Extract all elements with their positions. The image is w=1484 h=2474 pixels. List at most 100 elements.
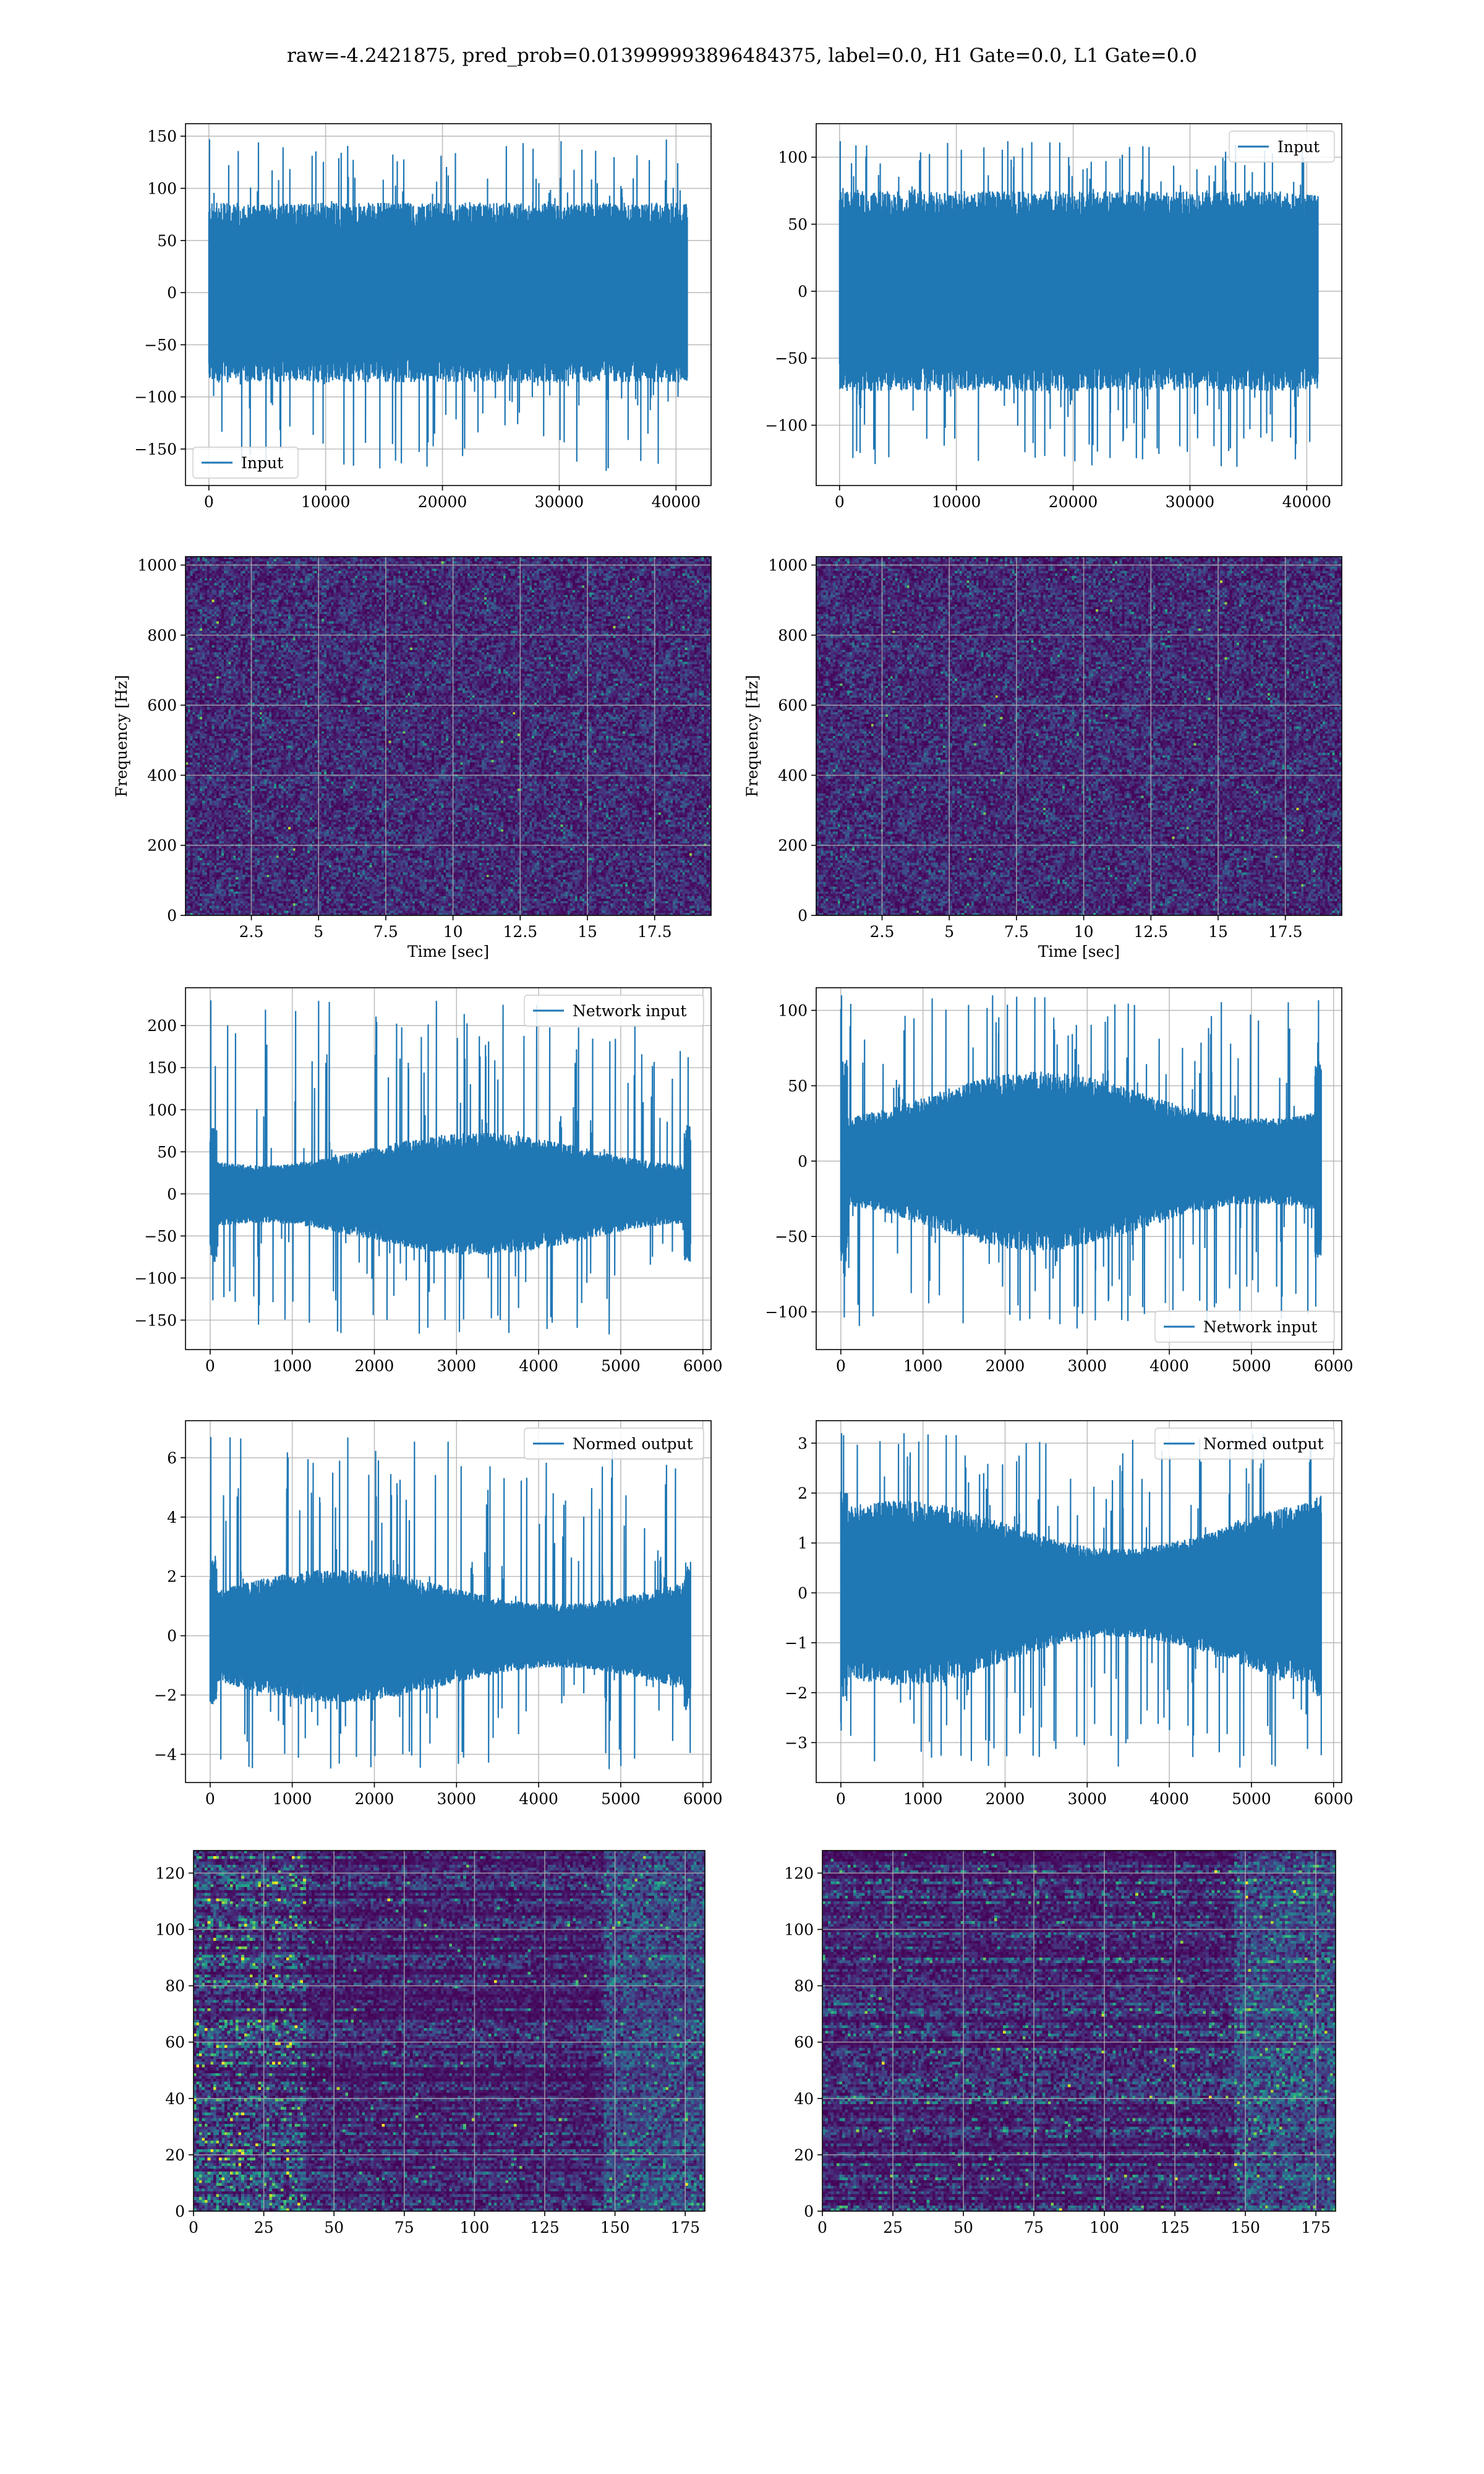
y-tick-label: 1 bbox=[798, 1534, 808, 1552]
y-tick-label: 600 bbox=[147, 696, 177, 714]
x-tick-label: 15 bbox=[1208, 923, 1228, 941]
y-tick-label: −100 bbox=[134, 388, 177, 406]
x-tick-label: 4000 bbox=[1149, 1357, 1189, 1375]
x-tick-label: 10 bbox=[443, 923, 463, 941]
x-tick-label: 100 bbox=[1090, 2219, 1119, 2236]
x-tick-label: 25 bbox=[254, 2219, 274, 2236]
y-tick-label: 0 bbox=[167, 1627, 177, 1645]
x-tick-label: 15 bbox=[578, 923, 597, 941]
series-line bbox=[838, 141, 1319, 467]
x-tick-label: 2000 bbox=[986, 1790, 1025, 1808]
x-tick-label: 3000 bbox=[437, 1357, 476, 1375]
legend-label: Normed output bbox=[573, 1435, 693, 1453]
x-tick-label: 50 bbox=[953, 2219, 973, 2236]
y-tick-label: −100 bbox=[765, 417, 808, 435]
x-tick-label: 0 bbox=[836, 1357, 846, 1375]
y-tick-label: 40 bbox=[794, 2090, 814, 2108]
y-tick-label: −100 bbox=[134, 1269, 177, 1287]
y-tick-label: 50 bbox=[788, 1077, 808, 1095]
x-tick-label: 175 bbox=[670, 2219, 700, 2236]
y-axis-label: Frequency [Hz] bbox=[113, 675, 130, 797]
legend-box bbox=[524, 1427, 704, 1460]
y-tick-label: −50 bbox=[775, 1228, 808, 1246]
legend: Input bbox=[192, 447, 299, 479]
y-tick-label: 80 bbox=[794, 1977, 814, 1995]
y-tick-label: 1000 bbox=[137, 557, 177, 575]
series-line bbox=[840, 995, 1322, 1330]
axes-frame bbox=[185, 123, 712, 486]
x-tick-label: 5000 bbox=[601, 1790, 641, 1808]
axes-frame bbox=[185, 1420, 712, 1783]
y-tick-label: 60 bbox=[794, 2034, 814, 2052]
y-tick-label: 800 bbox=[778, 627, 808, 644]
x-tick-label: 1000 bbox=[903, 1357, 943, 1375]
x-tick-label: 12.5 bbox=[503, 923, 537, 941]
y-tick-label: −4 bbox=[154, 1745, 177, 1763]
y-tick-label: 100 bbox=[155, 1921, 185, 1939]
x-tick-label: 3000 bbox=[437, 1790, 476, 1808]
x-tick-label: 30000 bbox=[1166, 493, 1215, 511]
y-tick-label: 20 bbox=[165, 2146, 185, 2164]
x-tick-label: 125 bbox=[530, 2219, 560, 2236]
x-tick-label: 5000 bbox=[1232, 1790, 1271, 1808]
x-tick-label: 1000 bbox=[903, 1790, 943, 1808]
axes-frame bbox=[816, 123, 1342, 486]
y-tick-label: 120 bbox=[784, 1864, 814, 1882]
x-tick-label: 100 bbox=[460, 2219, 490, 2236]
y-tick-label: 150 bbox=[147, 1059, 177, 1077]
panel-row1-right: 0 10000 20000 30000 40000 −100 −50 0 50 100 Input bbox=[765, 123, 1342, 511]
y-tick-label: −50 bbox=[144, 336, 177, 354]
y-tick-label: −2 bbox=[154, 1687, 177, 1705]
y-tick-label: −1 bbox=[785, 1634, 808, 1652]
x-tick-label: 40000 bbox=[652, 493, 701, 511]
y-tick-label: 0 bbox=[175, 2202, 185, 2220]
y-tick-label: 60 bbox=[165, 2034, 185, 2052]
legend: Network input bbox=[524, 995, 704, 1027]
x-tick-label: 2.5 bbox=[239, 923, 264, 941]
y-tick-label: 3 bbox=[798, 1434, 808, 1452]
x-tick-label: 10000 bbox=[932, 493, 981, 511]
series-line bbox=[208, 139, 688, 471]
x-tick-label: 17.5 bbox=[1268, 923, 1303, 941]
legend: Normed output bbox=[1154, 1427, 1335, 1460]
y-tick-label: 0 bbox=[798, 1152, 808, 1170]
y-tick-label: 0 bbox=[798, 283, 808, 301]
panel-row3-left: 0 1000 2000 3000 4000 5000 6000 −150 −100 −50 0 50 1… bbox=[134, 987, 723, 1375]
legend: Normed output bbox=[524, 1427, 704, 1460]
x-tick-label: 2000 bbox=[986, 1357, 1025, 1375]
axes-frame bbox=[185, 987, 712, 1350]
axes-frame bbox=[822, 1850, 1336, 2212]
heatmap-image bbox=[822, 1851, 1336, 2211]
legend-box bbox=[1229, 131, 1335, 163]
figure-title: raw=-4.2421875, pred_prob=0.013999993896… bbox=[287, 45, 1197, 67]
y-tick-label: 0 bbox=[167, 907, 177, 925]
y-tick-label: 100 bbox=[147, 1101, 177, 1119]
y-axis-label: Frequency [Hz] bbox=[743, 675, 761, 797]
panel-row4-left: 0 1000 2000 3000 4000 5000 6000 −4 −2 0 2 4 6 Normed … bbox=[154, 1420, 723, 1808]
x-tick-label: 0 bbox=[205, 1790, 215, 1808]
x-tick-label: 25 bbox=[883, 2219, 903, 2236]
x-tick-label: 6000 bbox=[683, 1357, 723, 1375]
y-tick-label: 6 bbox=[167, 1449, 177, 1467]
y-tick-label: 100 bbox=[147, 180, 177, 198]
x-tick-label: 10 bbox=[1074, 923, 1094, 941]
y-tick-label: 0 bbox=[798, 1584, 808, 1602]
y-tick-label: 0 bbox=[804, 2202, 814, 2220]
x-tick-label: 2000 bbox=[355, 1790, 394, 1808]
y-tick-label: 50 bbox=[788, 216, 808, 234]
y-tick-label: 80 bbox=[165, 1977, 185, 1995]
y-tick-label: 400 bbox=[778, 766, 808, 784]
axes-frame bbox=[193, 1850, 706, 2212]
y-tick-label: 400 bbox=[147, 766, 177, 784]
legend: Input bbox=[1229, 131, 1335, 163]
y-tick-label: 4 bbox=[167, 1509, 177, 1526]
x-tick-label: 10000 bbox=[301, 493, 351, 511]
x-tick-label: 175 bbox=[1301, 2219, 1331, 2236]
x-tick-label: 5000 bbox=[1232, 1357, 1271, 1375]
x-tick-label: 5 bbox=[313, 923, 323, 941]
y-tick-label: 200 bbox=[147, 837, 177, 855]
x-tick-label: 5000 bbox=[601, 1357, 641, 1375]
x-tick-label: 2000 bbox=[355, 1357, 394, 1375]
legend-label: Network input bbox=[1203, 1318, 1317, 1336]
